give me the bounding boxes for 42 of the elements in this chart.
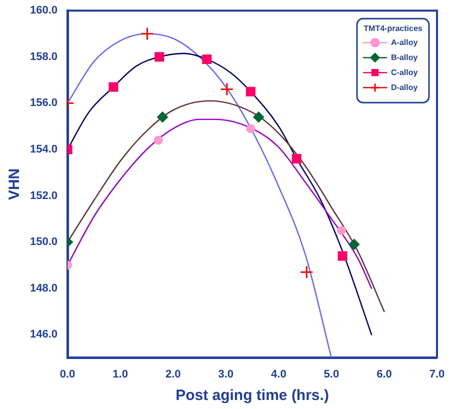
- x-tick-label: 1.0: [112, 368, 128, 380]
- legend-label: A-alloy: [391, 38, 418, 47]
- y-tick-label: 160.0: [30, 4, 58, 17]
- line-series: [68, 100, 385, 312]
- y-tick-label: 146.0: [30, 328, 58, 341]
- point: [246, 86, 256, 96]
- x-axis-title: Post aging time (hrs.): [176, 387, 329, 404]
- y-tick-label: 148.0: [30, 282, 58, 294]
- point: [253, 112, 264, 123]
- line-series: [68, 52, 372, 336]
- point: [338, 251, 348, 261]
- point: [220, 82, 234, 96]
- y-tick-label: 158.0: [30, 50, 58, 63]
- line-series: [68, 33, 332, 358]
- x-tick-label: 6.0: [376, 368, 392, 380]
- y-tick-label: 156.0: [30, 97, 58, 110]
- x-tick-label: 4.0: [271, 368, 286, 380]
- x-tick-label: 3.0: [218, 368, 234, 380]
- x-tick-label: 0.0: [60, 368, 76, 380]
- point: [157, 112, 168, 123]
- legend-label: B-alloy: [391, 52, 418, 62]
- point: [140, 26, 154, 40]
- legend-title: TMT4-practices: [364, 24, 423, 33]
- legend-label: D-alloy: [391, 82, 418, 92]
- point: [336, 226, 346, 235]
- y-tick-label: 150.0: [30, 236, 58, 248]
- point: [154, 52, 164, 62]
- y-tick-label: 152.0: [30, 190, 58, 202]
- point: [202, 54, 212, 64]
- legend-label: C-alloy: [391, 68, 418, 77]
- point: [348, 238, 360, 250]
- point: [154, 136, 163, 145]
- x-tick-label: 7.0: [429, 368, 445, 380]
- point: [108, 82, 118, 92]
- point: [246, 124, 256, 134]
- y-axis-title: VHN: [6, 168, 24, 200]
- x-tick-label: 5.0: [324, 368, 340, 380]
- point: [300, 265, 314, 279]
- y-tick-label: 154.0: [30, 144, 58, 156]
- line-series: [68, 118, 372, 290]
- point: [292, 154, 302, 164]
- x-tick-label: 2.0: [165, 368, 181, 380]
